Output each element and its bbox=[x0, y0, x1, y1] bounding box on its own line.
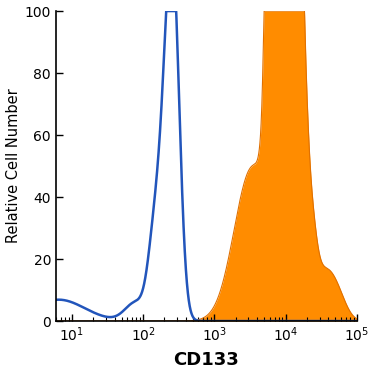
X-axis label: CD133: CD133 bbox=[174, 351, 239, 369]
Y-axis label: Relative Cell Number: Relative Cell Number bbox=[6, 88, 21, 243]
